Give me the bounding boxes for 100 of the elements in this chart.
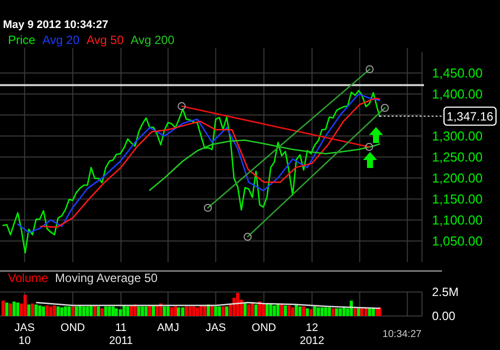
bar xyxy=(42,306,46,316)
bar xyxy=(108,306,112,316)
x-tick-label: AMJ xyxy=(157,322,180,334)
bar xyxy=(225,306,228,316)
bar xyxy=(126,306,130,316)
x-tick-label: OND xyxy=(60,322,86,334)
bar xyxy=(96,306,100,316)
bar xyxy=(280,304,284,316)
bar xyxy=(2,300,5,316)
bar xyxy=(46,305,49,316)
bar xyxy=(5,302,8,316)
bar xyxy=(196,307,199,316)
bar xyxy=(86,306,90,316)
bar xyxy=(176,307,180,316)
bar xyxy=(74,306,78,316)
text: Price xyxy=(8,33,36,47)
bar xyxy=(221,306,225,316)
bar xyxy=(250,304,254,316)
bar xyxy=(313,306,316,316)
bar xyxy=(247,304,250,316)
bar xyxy=(64,306,68,316)
bar xyxy=(284,305,287,316)
bar xyxy=(34,304,38,316)
bar xyxy=(56,306,60,316)
bar xyxy=(353,308,357,316)
x-tick-label: 11 2011 xyxy=(109,322,133,347)
bar xyxy=(82,306,86,316)
bar xyxy=(140,306,144,316)
text: Avg 20 xyxy=(42,33,80,47)
bar xyxy=(60,307,64,316)
bar xyxy=(316,307,320,316)
bar xyxy=(52,305,56,316)
bar xyxy=(269,304,272,316)
bar xyxy=(24,294,27,316)
bar xyxy=(16,302,20,316)
bar xyxy=(214,306,218,316)
bar xyxy=(100,308,104,316)
bar xyxy=(49,306,52,316)
bar xyxy=(276,304,280,316)
bar xyxy=(93,305,96,316)
text: 10:34:27 xyxy=(382,329,422,340)
bar xyxy=(364,308,368,316)
bar xyxy=(118,309,122,316)
bar xyxy=(166,306,170,316)
bar xyxy=(27,304,30,316)
bar xyxy=(357,308,360,316)
y-tick-label: 1,300.00 xyxy=(432,128,483,144)
x-tick-label: 12 2012 xyxy=(300,322,324,347)
bar xyxy=(331,308,335,316)
bar xyxy=(291,307,294,316)
bar xyxy=(294,304,298,316)
bar xyxy=(104,306,108,316)
bar xyxy=(236,292,240,316)
bar xyxy=(137,306,140,316)
bar xyxy=(328,307,331,316)
bar xyxy=(203,305,206,316)
line-series xyxy=(2,90,380,254)
bar xyxy=(162,306,166,316)
y-tick-label: 1,450.00 xyxy=(432,66,483,81)
bar xyxy=(144,306,148,316)
series-label: Volume xyxy=(8,271,48,285)
chart-subtitle: May 9 2012 10:34:27 xyxy=(3,19,108,31)
bar xyxy=(170,307,174,316)
bar xyxy=(368,308,372,316)
y-tick-label: 1,200.00 xyxy=(432,170,483,186)
bar xyxy=(148,305,152,316)
bar xyxy=(8,304,12,316)
series-label: Moving Average 50 xyxy=(55,271,158,285)
bar xyxy=(335,308,338,316)
bar xyxy=(12,302,16,316)
bar xyxy=(68,306,71,316)
bar xyxy=(298,306,302,316)
bar xyxy=(111,306,115,316)
y-tick-label: 1,100.00 xyxy=(432,212,483,228)
y-tick-label: 0.00 xyxy=(432,309,456,324)
y-tick-label: 1,150.00 xyxy=(432,192,483,207)
bar xyxy=(309,309,313,316)
bar xyxy=(372,308,375,316)
x-tick-label: JAS xyxy=(206,322,226,334)
bar xyxy=(184,306,188,316)
text: Avg 200 xyxy=(130,33,175,47)
y-tick-label: 1,400.00 xyxy=(432,86,483,102)
bar xyxy=(114,308,118,316)
x-tick-label: JAS 10 xyxy=(14,322,35,347)
bar xyxy=(360,308,364,316)
bar xyxy=(350,300,353,316)
bar xyxy=(188,306,192,316)
bar xyxy=(243,304,247,316)
bar xyxy=(218,306,221,316)
bar xyxy=(38,305,42,316)
bar xyxy=(306,308,309,316)
bar xyxy=(254,304,258,316)
bar xyxy=(174,306,177,316)
y-tick-label: 1,050.00 xyxy=(432,234,483,249)
bar xyxy=(302,306,306,316)
bar xyxy=(324,307,328,316)
bar xyxy=(30,304,34,316)
bar xyxy=(338,308,342,316)
annotation: 1,347.16 xyxy=(446,109,494,124)
text: Avg 50 xyxy=(86,33,124,47)
